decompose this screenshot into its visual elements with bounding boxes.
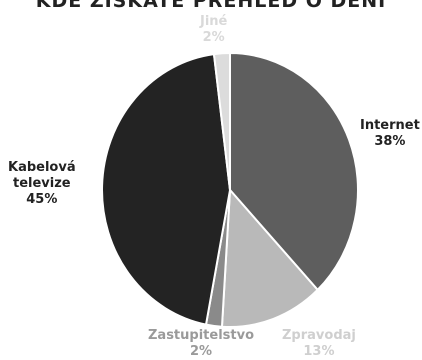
slice-value-label: 38%: [374, 134, 406, 149]
slice-label-kabelova-televize: Kabelová televize 45%: [8, 160, 76, 208]
slice-value-label: 45%: [26, 192, 58, 207]
pie-slice-internet: [229, 51, 359, 292]
pie-slice-kabelova-televize: [101, 52, 232, 326]
slice-category-label: Zastupitelstvo: [148, 328, 255, 343]
slice-category-label: Kabelová: [8, 160, 76, 175]
slice-value-label: 2%: [189, 344, 213, 359]
slice-value-label: 13%: [303, 344, 335, 359]
slice-category-label: Zpravodaj: [282, 328, 356, 343]
slice-label-zpravodaj: Zpravodaj 13%: [282, 328, 356, 360]
slice-label-jine: Jiné 2%: [200, 14, 227, 46]
slice-category-label: televize: [12, 176, 71, 191]
slice-label-zastupitelstvo: Zastupitelstvo 2%: [148, 328, 254, 360]
slice-label-internet: Internet 38%: [360, 118, 420, 150]
chart-title: KDE ZÍSKÁTE PŘEHLED O DĚNÍ: [35, 0, 387, 12]
slice-category-label: Jiné: [200, 14, 228, 29]
slice-category-label: Internet: [360, 118, 420, 133]
pie-slice-zpravodaj: [220, 187, 319, 328]
pie-slice-jine: [212, 51, 231, 191]
slice-value-label: 2%: [202, 30, 225, 45]
